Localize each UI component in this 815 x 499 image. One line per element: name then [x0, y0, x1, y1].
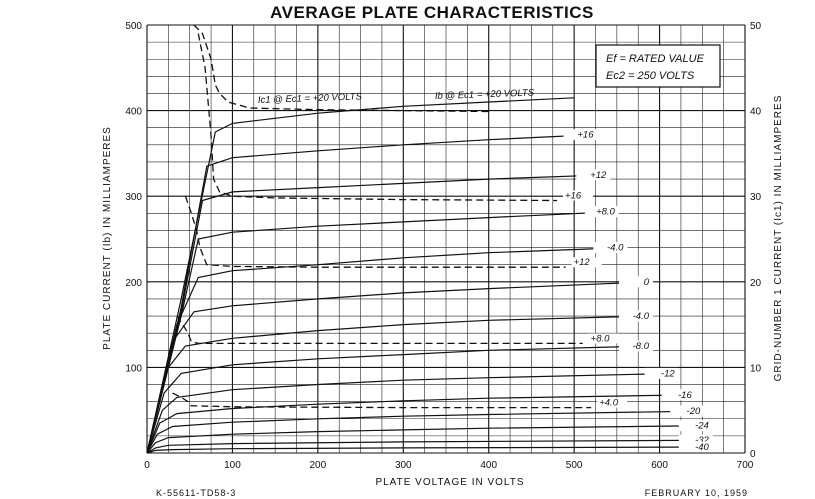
grid-current-curve — [193, 24, 489, 113]
plate-curve — [146, 372, 677, 454]
grid-current-curve — [172, 392, 592, 409]
y-left-tick-label: 300 — [125, 192, 142, 203]
y-axis-label-left: PLATE CURRENT (Ib) IN MILLIAMPERES — [102, 126, 113, 350]
y-right-tick-label: 0 — [750, 449, 756, 460]
axis-ticks: 0 100 200 300 400 500 600 700100200300400500010… — [125, 21, 761, 471]
x-axis-label: PLATE VOLTAGE IN VOLTS — [375, 477, 524, 488]
grid-current-curve — [197, 33, 558, 202]
plate-curve — [146, 211, 617, 454]
grid-curve-label: Ic1 @ Ec1 = +20 VOLTS — [258, 91, 363, 106]
x-tick-label: 0 — [144, 460, 150, 471]
grid-curve-label: +8.0 — [591, 333, 610, 344]
plate-curve-label: 0 — [644, 277, 650, 288]
plate-curve — [146, 97, 575, 454]
y-left-tick-label: 200 — [125, 278, 142, 289]
grid-current-curve — [184, 195, 566, 268]
legend-line-1: Ef = RATED VALUE — [606, 53, 705, 65]
grid — [146, 24, 746, 454]
y-axis-label-right: GRID-NUMBER 1 CURRENT (Ic1) IN MILLIAMPE… — [773, 95, 784, 382]
grid-curve-label: +16 — [565, 190, 582, 201]
grid-curve-label: +12 — [574, 257, 591, 268]
plate-curve — [146, 345, 652, 454]
x-tick-label: 600 — [651, 460, 668, 471]
plate-curve — [146, 446, 711, 454]
plate-curve-label: -24 — [695, 421, 709, 432]
plate-curve — [146, 315, 652, 454]
grid-current-curve — [176, 315, 583, 345]
y-left-tick-label: 400 — [125, 107, 142, 118]
plate-curve — [146, 439, 711, 454]
plate-curve — [146, 281, 652, 454]
legend-box: Ef = RATED VALUE Ec2 = 250 VOLTS — [595, 44, 721, 88]
plate-curve — [146, 174, 609, 454]
plate-curve — [146, 134, 596, 454]
x-tick-label: 200 — [310, 460, 327, 471]
plate-curve — [146, 247, 626, 454]
plate-curve-label: -4.0 — [607, 243, 624, 254]
y-left-tick-label: 500 — [125, 21, 142, 32]
chart-title: AVERAGE PLATE CHARACTERISTICS — [270, 3, 594, 22]
plate-curve-label: +12 — [590, 170, 607, 181]
y-right-tick-label: 40 — [750, 107, 762, 118]
y-left-tick-label: 100 — [125, 363, 142, 374]
legend-line-2: Ec2 = 250 VOLTS — [606, 70, 695, 82]
plate-curve-label: -8.0 — [633, 341, 650, 352]
x-tick-label: 700 — [737, 460, 754, 471]
plate-curve-label: -40 — [695, 442, 709, 453]
plate-curve-label: +16 — [577, 130, 594, 141]
plate-current-curves — [146, 97, 711, 454]
y-right-tick-label: 50 — [750, 21, 762, 32]
plate-curve-label: -32 — [695, 435, 709, 446]
y-right-tick-label: 10 — [750, 363, 762, 374]
plate-curve — [146, 410, 703, 454]
y-right-tick-label: 20 — [750, 278, 762, 289]
plate-curve-label: -12 — [661, 368, 675, 379]
plate-curve — [146, 425, 711, 454]
plate-curve-label: -16 — [678, 390, 692, 401]
footer-left: K-55611-TD58-3 — [156, 488, 236, 498]
grid-current-curves — [172, 24, 592, 409]
plate-curve-label: +8.0 — [596, 207, 615, 218]
curve-labels: +16 +12 +8.0 -4.0 0 -4.0 -8.0 -12-16 -20 -24 -32-4… — [563, 129, 713, 453]
plate-curve-label: Ib @ Ec1 = +20 VOLTS — [435, 88, 535, 102]
plate-curve-label: -20 — [687, 406, 701, 417]
x-tick-label: 300 — [395, 460, 412, 471]
y-right-tick-label: 30 — [750, 192, 762, 203]
x-tick-label: 500 — [566, 460, 583, 471]
plate-curve-label: -4.0 — [633, 311, 650, 322]
footer-right: FEBRUARY 10, 1959 — [645, 488, 748, 498]
grid-curve-label: +4.0 — [599, 398, 618, 409]
x-tick-label: 100 — [224, 460, 241, 471]
x-tick-label: 400 — [480, 460, 497, 471]
plate-curve — [146, 394, 694, 454]
